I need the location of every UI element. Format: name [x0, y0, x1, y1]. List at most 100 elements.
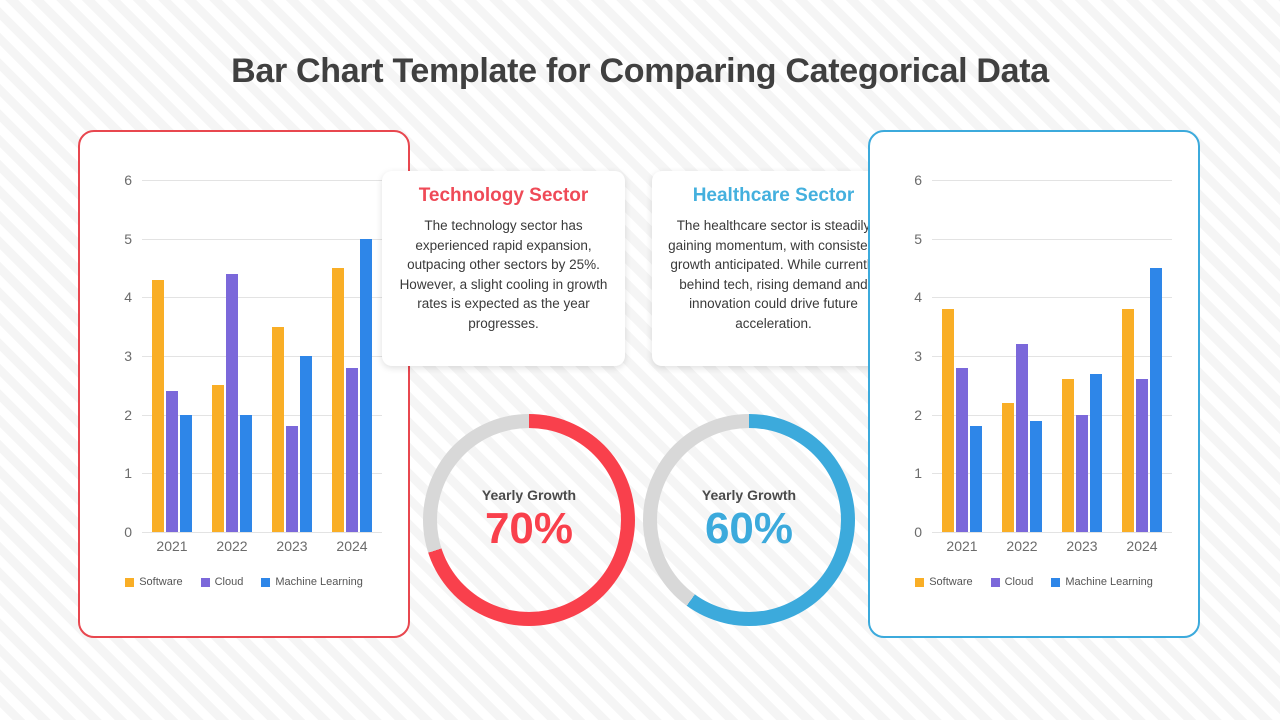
gridline: [142, 238, 382, 240]
bar-software-2021[interactable]: [942, 309, 954, 532]
x-axis-tick-label: 2021: [946, 538, 978, 554]
chart-panel-technology: 6 5 4 3 2 1 0 2021 2022 2023 2024 Software Cloud Ma…: [78, 130, 410, 638]
info-card-technology: Technology Sector The technology sector …: [382, 171, 625, 366]
bar-software-2024[interactable]: [1122, 309, 1134, 532]
donut-value-healthcare: 60%: [704, 504, 794, 553]
legend-right: Software Cloud Machine Learning: [870, 576, 1198, 588]
bar-machine-learning-2021[interactable]: [970, 426, 982, 532]
legend-item-cloud[interactable]: Cloud: [990, 576, 1033, 588]
legend-swatch-icon: [200, 577, 210, 587]
legend-item-software[interactable]: Software: [915, 576, 973, 588]
gridline-right-0: 0: [900, 524, 1172, 540]
bar-group-2023: [272, 180, 312, 532]
bar-cloud-2021[interactable]: [166, 391, 178, 532]
bar-cloud-2022[interactable]: [226, 273, 238, 532]
bar-group-2022: [1002, 180, 1042, 532]
gridline: [932, 356, 1172, 357]
y-axis-tick-label: 1: [124, 465, 132, 482]
bar-machine-learning-2024[interactable]: [1150, 268, 1162, 532]
gridline-right-6: 6: [900, 172, 1172, 188]
info-card-healthcare-title: Healthcare Sector: [692, 185, 855, 206]
bar-software-2023[interactable]: [272, 326, 284, 532]
gridline-left-0: 0: [110, 524, 382, 540]
bar-software-2022[interactable]: [212, 385, 224, 532]
plot-area-left: 6 5 4 3 2 1 0: [110, 172, 382, 540]
gridline: [142, 180, 382, 181]
legend-label: Cloud: [214, 576, 244, 588]
y-axis-tick-label: 4: [914, 289, 922, 306]
gridline-left-6: 6: [110, 172, 382, 188]
info-card-healthcare-body: The healthcare sector is steadily gainin…: [668, 218, 879, 331]
y-axis-tick-label: 5: [914, 230, 922, 247]
y-axis-tick-label: 0: [124, 524, 132, 540]
y-axis-tick-label: 2: [914, 406, 922, 423]
gridline: [142, 297, 382, 299]
bars-layer-right: [932, 180, 1172, 532]
donut-label-technology: Yearly Growth: [481, 487, 577, 503]
gridline-left-4: 4: [110, 289, 382, 305]
bar-machine-learning-2024[interactable]: [360, 238, 372, 532]
gridline: [932, 238, 1172, 240]
gridline-left-3: 3: [110, 348, 382, 364]
gridline: [142, 414, 382, 416]
info-card-technology-title: Technology Sector: [418, 185, 589, 206]
legend-label: Machine Learning: [1065, 576, 1153, 588]
y-axis-tick-label: 5: [124, 230, 132, 247]
bar-group-2022: [212, 180, 252, 532]
bar-machine-learning-2021[interactable]: [180, 414, 192, 532]
gridline: [932, 180, 1172, 181]
gridline: [142, 473, 382, 475]
gridline-right-4: 4: [900, 289, 1172, 305]
bar-machine-learning-2023[interactable]: [300, 356, 312, 532]
chart-panel-healthcare: 6 5 4 3 2 1 0 2021 2022 2023 2024 Software Cloud Ma…: [868, 130, 1200, 638]
x-axis-tick-label: 2024: [336, 538, 368, 554]
x-axis-tick-label: 2022: [1006, 538, 1038, 554]
bar-cloud-2021[interactable]: [956, 367, 968, 532]
x-axis-tick-label: 2021: [156, 538, 188, 554]
bar-cloud-2023[interactable]: [1076, 414, 1088, 532]
legend-item-cloud[interactable]: Cloud: [200, 576, 244, 588]
donut-chart-technology-growth: Yearly Growth 70%: [423, 414, 635, 626]
gridline: [932, 532, 1172, 533]
donut-chart-healthcare-growth: Yearly Growth 60%: [643, 414, 855, 626]
bar-cloud-2022[interactable]: [1016, 344, 1028, 532]
legend-item-software[interactable]: Software: [125, 576, 183, 588]
gridline-left-2: 2: [110, 407, 382, 423]
bar-cloud-2023[interactable]: [286, 426, 298, 532]
legend-swatch-icon: [1051, 577, 1061, 587]
y-axis-tick-label: 0: [914, 524, 922, 540]
bar-machine-learning-2022[interactable]: [1030, 420, 1042, 532]
bar-cloud-2024[interactable]: [346, 367, 358, 532]
bar-software-2021[interactable]: [152, 279, 164, 532]
bar-cloud-2024[interactable]: [1136, 379, 1148, 532]
bar-group-2023: [1062, 180, 1102, 532]
donut-value-technology: 70%: [484, 504, 574, 553]
y-axis-tick-label: 3: [914, 348, 922, 364]
bar-software-2023[interactable]: [1062, 379, 1074, 532]
bar-machine-learning-2022[interactable]: [240, 414, 252, 532]
gridline: [932, 414, 1172, 416]
x-axis-left: 2021 2022 2023 2024: [142, 538, 382, 554]
y-axis-tick-label: 2: [124, 406, 132, 423]
gridline-left-5: 5: [110, 231, 382, 247]
gridline: [142, 532, 382, 533]
x-axis-tick-label: 2024: [1126, 538, 1158, 554]
bar-software-2024[interactable]: [332, 268, 344, 532]
gridline: [142, 356, 382, 357]
gridline-right-2: 2: [900, 407, 1172, 423]
bars-layer-left: [142, 180, 382, 532]
legend-item-machine-learning[interactable]: Machine Learning: [261, 576, 363, 588]
legend-item-machine-learning[interactable]: Machine Learning: [1051, 576, 1153, 588]
y-axis-tick-label: 4: [124, 289, 132, 306]
bar-software-2022[interactable]: [1002, 402, 1014, 532]
y-axis-tick-label: 6: [914, 172, 922, 188]
info-card-healthcare: Healthcare Sector The healthcare sector …: [652, 171, 895, 366]
gridline-right-1: 1: [900, 465, 1172, 481]
gridline: [932, 473, 1172, 475]
donut-hole-healthcare: Yearly Growth 60%: [657, 428, 841, 612]
legend-swatch-icon: [990, 577, 1000, 587]
bar-machine-learning-2023[interactable]: [1090, 373, 1102, 532]
gridline-left-1: 1: [110, 465, 382, 481]
y-axis-tick-label: 3: [124, 348, 132, 364]
gridline-right-5: 5: [900, 231, 1172, 247]
